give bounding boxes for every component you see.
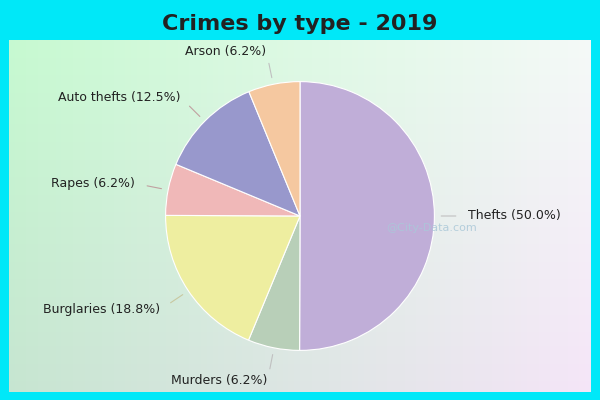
Text: Murders (6.2%): Murders (6.2%) [171,374,268,387]
Text: Auto thefts (12.5%): Auto thefts (12.5%) [58,91,181,104]
Text: Burglaries (18.8%): Burglaries (18.8%) [43,303,160,316]
Text: Thefts (50.0%): Thefts (50.0%) [468,210,561,222]
Wedge shape [299,82,434,350]
Text: Crimes by type - 2019: Crimes by type - 2019 [163,14,437,34]
Text: Arson (6.2%): Arson (6.2%) [185,45,266,58]
Text: Rapes (6.2%): Rapes (6.2%) [52,177,135,190]
Wedge shape [166,215,300,340]
Wedge shape [249,82,300,216]
Wedge shape [248,216,300,350]
Text: @City-Data.com: @City-Data.com [386,223,477,233]
Wedge shape [176,92,300,216]
Wedge shape [166,164,300,216]
